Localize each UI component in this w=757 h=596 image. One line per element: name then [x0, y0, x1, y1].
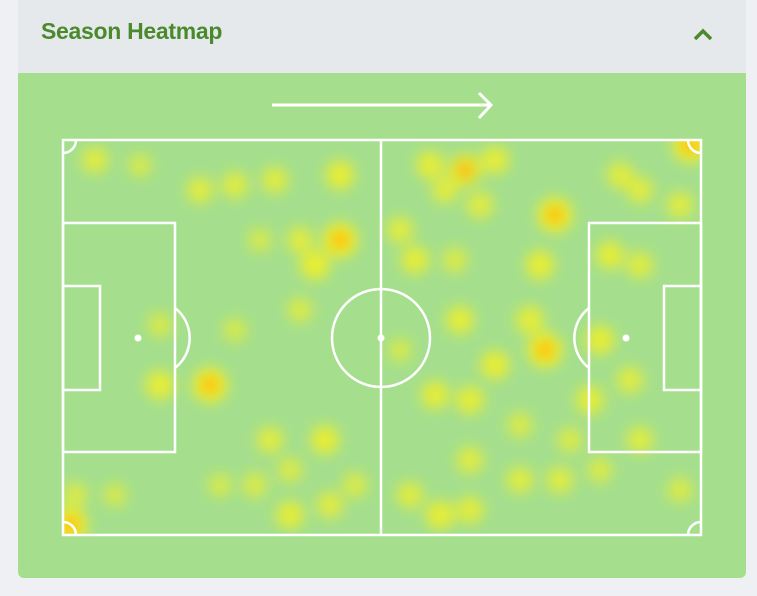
panel-header[interactable]: Season Heatmap — [18, 0, 746, 73]
heat-spot — [425, 500, 455, 530]
arrow-right-icon — [272, 91, 494, 120]
heat-spot — [557, 427, 583, 453]
heat-spot — [481, 146, 509, 174]
heat-spot — [310, 425, 340, 455]
heat-spot — [287, 297, 313, 323]
heat-spot — [387, 217, 413, 243]
heat-spot — [287, 227, 313, 253]
heat-spot — [300, 250, 330, 280]
heat-spot — [442, 247, 468, 273]
heat-spot — [446, 306, 474, 334]
heat-spot — [538, 343, 552, 357]
heat-spot — [516, 306, 544, 334]
heat-spot — [223, 318, 247, 342]
heat-spot — [458, 163, 472, 177]
heat-spot — [317, 492, 343, 518]
heat-spot — [397, 482, 423, 508]
heat-spot — [456, 496, 484, 524]
heat-spot — [277, 457, 303, 483]
heat-spot — [617, 367, 643, 393]
heat-spot — [585, 325, 615, 355]
heat-spot — [82, 147, 108, 173]
heat-spot — [432, 177, 458, 203]
heat-spot — [607, 162, 633, 188]
heat-spot — [276, 501, 304, 529]
heat-spot — [416, 151, 444, 179]
heat-spot — [596, 241, 624, 269]
heat-spot — [548, 208, 562, 222]
heat-spot — [103, 483, 127, 507]
heat-spot — [507, 467, 533, 493]
heat-spot — [457, 447, 483, 473]
heat-spot — [242, 472, 268, 498]
heat-spot — [248, 228, 272, 252]
heat-spot — [456, 386, 484, 414]
heat-spot — [525, 250, 555, 280]
heat-spot — [388, 338, 412, 362]
heat-spot — [342, 472, 368, 498]
heat-spot — [128, 153, 152, 177]
heat-spot — [187, 177, 213, 203]
collapse-button[interactable] — [688, 20, 718, 50]
heat-spot — [63, 482, 88, 508]
heat-spot — [333, 233, 347, 247]
heat-spot — [507, 412, 533, 438]
heat-spot — [262, 167, 288, 193]
heat-spot — [145, 370, 175, 400]
heat-spot — [467, 192, 493, 218]
panel-title: Season Heatmap — [41, 18, 223, 44]
heat-spot — [587, 457, 613, 483]
heat-layer — [63, 140, 701, 535]
heat-spot — [257, 427, 283, 453]
heat-spot — [627, 427, 653, 453]
heat-spot — [480, 350, 510, 380]
heat-spot — [627, 177, 653, 203]
chevron-up-icon — [693, 28, 713, 41]
heat-spot — [667, 192, 693, 218]
heat-spot — [222, 172, 248, 198]
heat-spot — [148, 313, 172, 337]
heat-spot — [401, 246, 429, 274]
heat-spot — [421, 381, 449, 409]
heat-spot — [547, 467, 573, 493]
heat-spot — [667, 477, 693, 503]
heat-spot — [627, 252, 653, 278]
heat-spot — [208, 473, 232, 497]
heat-spot — [203, 378, 217, 392]
pitch-lines — [61, 138, 703, 537]
heat-spot — [325, 160, 355, 190]
